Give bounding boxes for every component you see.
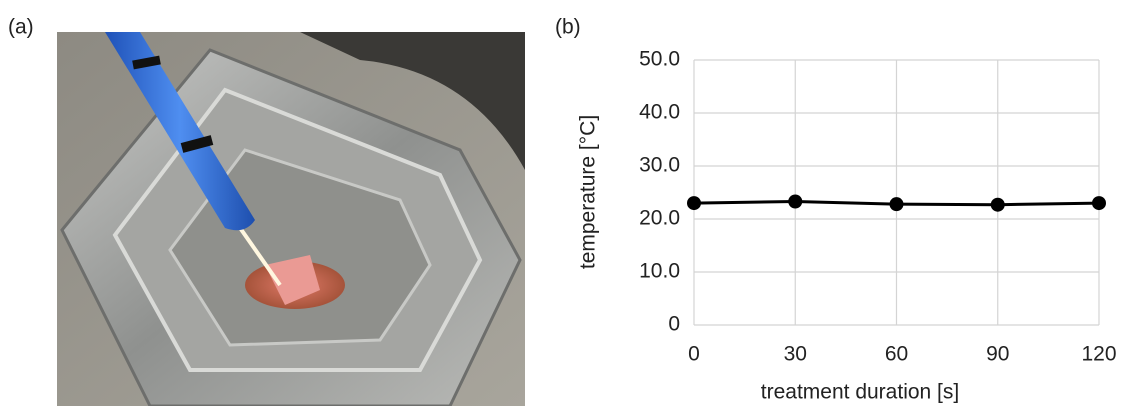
x-tick-label: 30: [784, 343, 807, 366]
panel-label: (b): [555, 16, 581, 39]
y-tick-label: 20.0: [639, 207, 680, 230]
panel-label: (a): [8, 16, 34, 39]
y-tick-label: 10.0: [639, 260, 680, 283]
photo: [57, 32, 525, 408]
chart: 0 10.0 20.0 30.0 40.0 50.0 0 30 60 90 120: [639, 48, 1116, 366]
y-tick-label: 50.0: [639, 48, 680, 71]
x-tick-label: 0: [688, 343, 700, 366]
marker: [990, 197, 1005, 212]
marker: [687, 196, 701, 211]
x-tick-label: 120: [1081, 343, 1116, 366]
x-tick-label: 60: [885, 343, 908, 366]
y-tick-label: 40.0: [639, 101, 680, 124]
y-axis-label: temperature [°C]: [577, 115, 600, 269]
y-tick-label: 30.0: [639, 154, 680, 177]
x-tick-label: 90: [986, 343, 1009, 366]
marker: [889, 197, 904, 212]
marker: [1092, 196, 1106, 211]
x-axis-label: treatment duration [s]: [761, 381, 959, 404]
y-tick-label: 0: [668, 313, 680, 336]
marker: [788, 194, 803, 209]
